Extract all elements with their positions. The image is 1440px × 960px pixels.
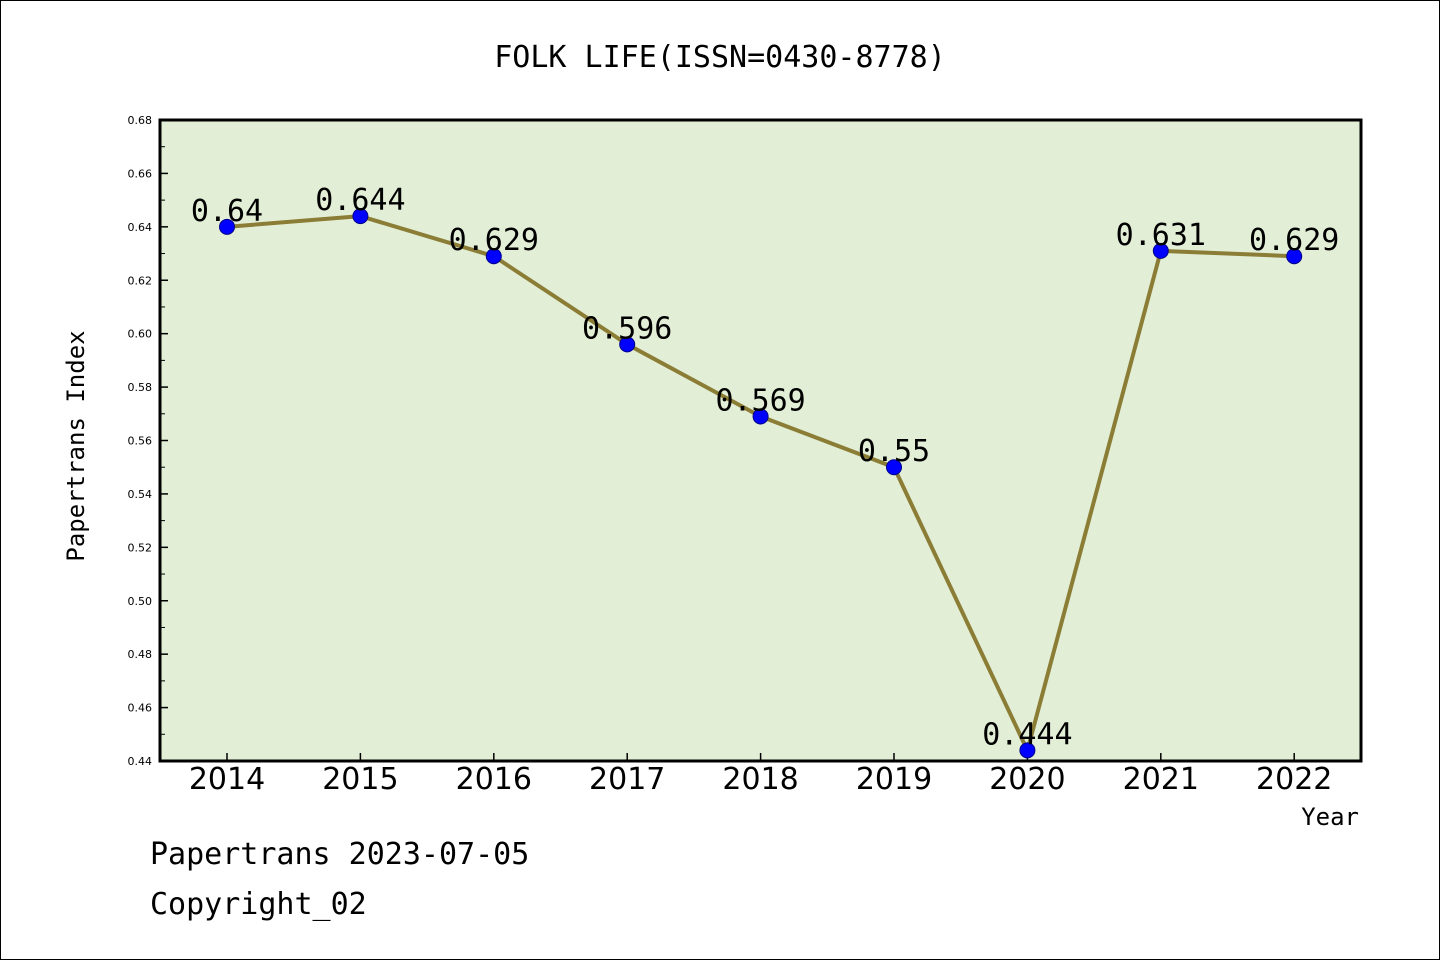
data-point xyxy=(485,248,502,265)
chart-title: FOLK LIFE(ISSN=0430-8778) xyxy=(494,40,946,75)
data-points xyxy=(219,208,1303,759)
data-point xyxy=(886,459,902,476)
data-point xyxy=(619,336,636,353)
x-tick-label: 2016 xyxy=(456,762,532,797)
data-label: 0.631 xyxy=(1116,218,1206,253)
x-tick-label: 2022 xyxy=(1256,762,1332,797)
x-axis: 2014 2015 2016 2017 2018 2019 2020 2021 2022 xyxy=(189,753,1332,797)
y-tick-label: 0.64 xyxy=(128,221,153,234)
y-axis-label: Papertrans Index xyxy=(62,330,90,561)
footer-date: Papertrans 2023-07-05 xyxy=(150,837,529,872)
x-tick-label: 2017 xyxy=(589,762,665,797)
data-label: 0.629 xyxy=(1249,223,1339,258)
y-tick-label: 0.52 xyxy=(128,541,153,554)
data-label: 0.569 xyxy=(715,383,805,418)
data-label: 0.64 xyxy=(191,194,263,229)
y-tick-label: 0.60 xyxy=(128,328,153,341)
y-tick-label: 0.66 xyxy=(128,167,153,180)
y-tick-label: 0.50 xyxy=(128,595,153,608)
y-tick-label: 0.56 xyxy=(128,435,153,448)
data-point xyxy=(752,408,769,425)
data-point xyxy=(1019,742,1036,759)
x-tick-label: 2018 xyxy=(722,762,798,797)
x-axis-label: Year xyxy=(1301,803,1359,831)
plot-area xyxy=(158,118,1363,763)
y-tick-label: 0.44 xyxy=(128,755,153,768)
y-tick-label: 0.46 xyxy=(128,702,153,715)
data-label: 0.55 xyxy=(858,434,930,469)
y-tick-label: 0.68 xyxy=(128,114,153,127)
data-label: 0.444 xyxy=(982,717,1072,752)
x-tick-label: 2014 xyxy=(189,762,265,797)
y-axis: 0.44 0.46 0.48 0.50 0.52 0.54 0.56 0.58 0.60 0.62… xyxy=(128,114,168,768)
data-point xyxy=(1152,242,1169,259)
y-tick-label: 0.58 xyxy=(128,381,153,394)
footer-copyright: Copyright_02 xyxy=(150,887,367,922)
y-tick-label: 0.54 xyxy=(128,488,153,501)
y-tick-label: 0.62 xyxy=(128,274,153,287)
x-tick-label: 2015 xyxy=(322,762,398,797)
data-label: 0.629 xyxy=(449,223,539,258)
data-point xyxy=(219,218,235,235)
y-tick-label: 0.48 xyxy=(128,648,153,661)
data-point xyxy=(352,208,369,225)
x-tick-label: 2020 xyxy=(989,762,1065,797)
data-point xyxy=(1286,248,1303,265)
data-label: 0.596 xyxy=(582,311,672,346)
x-tick-label: 2021 xyxy=(1123,762,1199,797)
data-labels: 0.64 0.644 0.629 0.596 0.569 0.55 0.444 0.631 0.… xyxy=(191,183,1339,752)
data-label: 0.644 xyxy=(315,183,405,218)
x-tick-label: 2019 xyxy=(856,762,932,797)
